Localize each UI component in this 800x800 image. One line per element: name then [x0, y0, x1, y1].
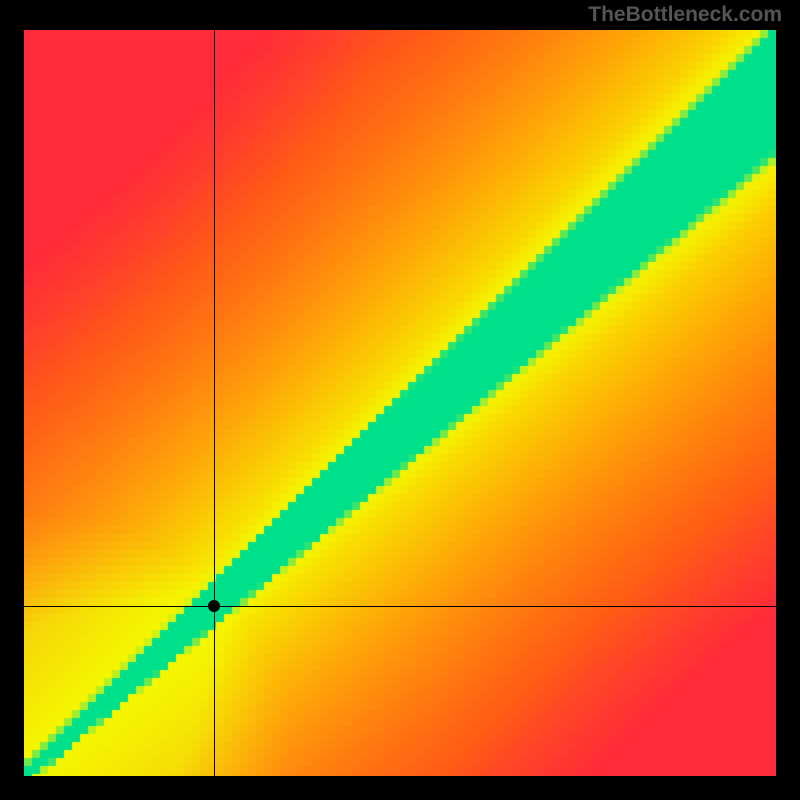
crosshair-point [208, 600, 220, 612]
crosshair-horizontal [24, 606, 776, 607]
heatmap-canvas [24, 30, 776, 776]
plot-area [24, 30, 776, 776]
chart-container: TheBottleneck.com [0, 0, 800, 800]
crosshair-vertical [214, 30, 215, 776]
watermark-text: TheBottleneck.com [588, 3, 782, 27]
